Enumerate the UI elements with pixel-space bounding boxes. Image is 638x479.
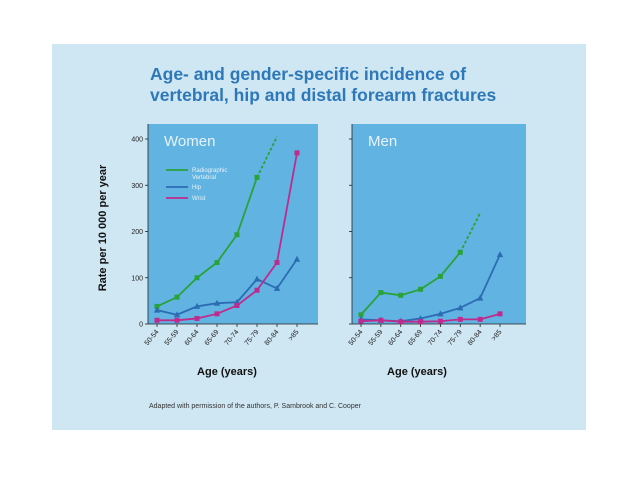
- data-point: [457, 304, 464, 311]
- data-point: [254, 174, 260, 180]
- panel-title: Women: [164, 133, 215, 150]
- data-point: [358, 318, 364, 324]
- data-point: [497, 311, 503, 317]
- data-point: [194, 315, 200, 321]
- data-point: [174, 317, 180, 323]
- data-point: [418, 319, 424, 325]
- data-point: [398, 319, 404, 325]
- data-point: [213, 299, 221, 306]
- x-tick-label: 60-64: [184, 329, 201, 347]
- data-point: [193, 302, 201, 309]
- y-tick-label: 0: [139, 322, 143, 329]
- data-point: [253, 275, 261, 282]
- series-line: [360, 312, 501, 323]
- legend-label: Wrist: [192, 196, 206, 202]
- data-point: [398, 292, 404, 298]
- data-point: [293, 255, 301, 262]
- series-line: [156, 177, 258, 308]
- x-tick-label: 55-59: [368, 329, 385, 347]
- credit-text: Adapted with permission of the authors, …: [149, 403, 361, 410]
- data-point: [234, 303, 240, 308]
- data-point: [154, 303, 160, 309]
- x-tick-label: >85: [288, 329, 301, 343]
- y-tick-label: 400: [131, 137, 143, 144]
- chart-panel-women: Women 0 100 200 300 400 50-54 55-59 60-64 65-69 70…: [131, 124, 318, 347]
- series-dashed-extension: [256, 136, 278, 178]
- data-point: [174, 294, 180, 300]
- data-point: [437, 273, 443, 279]
- chart-title-line-2: vertebral, hip and distal forearm fractu…: [150, 85, 497, 105]
- x-tick-label: 65-69: [407, 329, 424, 347]
- data-point: [358, 312, 364, 318]
- x-tick-label: 70-74: [224, 329, 241, 347]
- x-axis-label-men: Age (years): [387, 366, 447, 378]
- data-point: [173, 311, 181, 318]
- x-tick-label: 75-79: [447, 329, 464, 347]
- data-point: [234, 232, 240, 238]
- x-tick-label: 65-69: [204, 329, 221, 347]
- x-tick-label: 75-79: [244, 329, 261, 347]
- y-tick-label: 100: [131, 275, 143, 282]
- legend-label: Hip: [192, 185, 202, 191]
- legend-label: Vertebral: [192, 175, 216, 181]
- data-point: [294, 150, 300, 156]
- data-point: [437, 318, 443, 324]
- series-wrist: [358, 311, 503, 325]
- data-point: [274, 259, 280, 265]
- chart-title-line-1: Age- and gender-specific incidence of: [150, 64, 467, 84]
- chart-title: Age- and gender-specific incidence of ve…: [150, 64, 570, 106]
- data-point: [214, 311, 220, 317]
- series-line: [156, 258, 298, 316]
- x-tick-label: 50-54: [348, 329, 365, 347]
- data-point: [194, 275, 200, 281]
- series-dashed-extension: [459, 212, 481, 253]
- x-tick-label: 80-84: [467, 329, 484, 347]
- plot-area: [352, 124, 526, 324]
- x-axis-label-women: Age (years): [197, 366, 257, 378]
- data-point: [457, 316, 463, 322]
- data-point: [457, 249, 463, 255]
- data-point: [476, 294, 484, 301]
- data-point: [153, 306, 161, 313]
- data-point: [378, 317, 384, 323]
- data-point: [254, 287, 260, 293]
- data-point: [496, 251, 504, 258]
- panel-title: Men: [368, 133, 397, 150]
- y-tick-label: 200: [131, 229, 143, 236]
- series-radiographic-vertebral: [154, 136, 278, 309]
- data-point: [273, 284, 281, 291]
- series-hip: [153, 255, 301, 318]
- x-tick-label: 60-64: [387, 329, 404, 347]
- data-point: [437, 310, 444, 317]
- x-tick-label: 80-84: [264, 329, 281, 347]
- legend-label: Radiographic: [192, 168, 227, 174]
- series-wrist: [154, 150, 300, 323]
- x-tick-label: >85: [491, 329, 504, 343]
- series-line: [157, 152, 298, 322]
- data-point: [214, 259, 220, 265]
- data-point: [154, 317, 160, 323]
- x-tick-label: 55-59: [164, 329, 181, 347]
- plot-area: [148, 124, 318, 324]
- series-line: [360, 251, 461, 316]
- series-radiographic-vertebral: [358, 212, 481, 318]
- y-tick-label: 300: [131, 183, 143, 190]
- data-point: [378, 290, 384, 296]
- chart-panel-men: Men 50-54 55-59 60-64 65-69 70-74 75-79 80-84 >8…: [348, 124, 526, 347]
- data-point: [477, 316, 483, 322]
- data-point: [418, 286, 424, 292]
- x-tick-label: 70-74: [427, 329, 444, 347]
- x-tick-label: 50-54: [144, 329, 161, 347]
